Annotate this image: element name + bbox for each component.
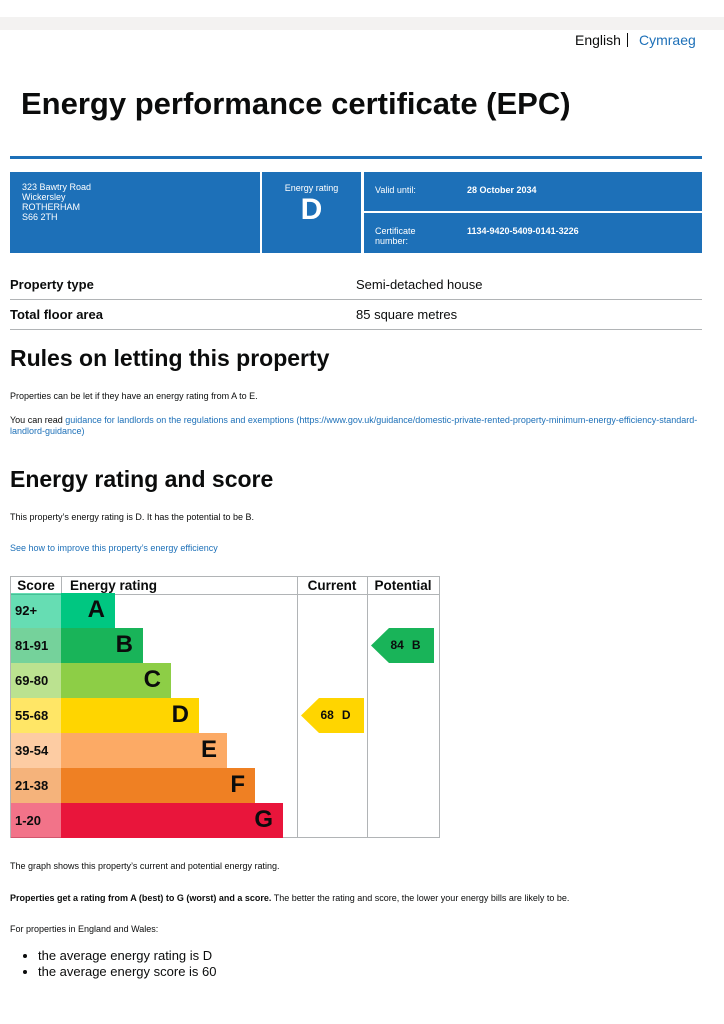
paragraph: You can read guidance for landlords on t… — [10, 415, 700, 437]
property-value: 85 square metres — [356, 307, 458, 322]
column-header: Potential — [374, 578, 432, 593]
bullet: the average energy score is 60 — [38, 964, 217, 980]
column-line — [367, 577, 368, 837]
valid-date: 28 October 2034 — [467, 185, 537, 195]
rating-bar: B — [61, 628, 143, 663]
separator — [627, 33, 628, 47]
lang-english[interactable]: English — [575, 32, 621, 48]
score-range: 55-68 — [15, 708, 49, 723]
rating-letter: F — [230, 771, 245, 798]
column-header: Score — [17, 578, 55, 593]
potential-arrow: 84 B — [371, 628, 434, 663]
paragraph: Properties get a rating from A (best) to… — [10, 893, 569, 903]
potential-score: 84 — [390, 638, 404, 652]
score-cell: 55-68 — [11, 698, 61, 733]
potential-letter: B — [411, 638, 421, 652]
current-letter: D — [341, 708, 351, 722]
address-line: Wickersley — [22, 192, 66, 202]
link-url[interactable]: (https://www.gov.uk/guidance/domestic-pr… — [10, 415, 698, 436]
score-bg — [11, 698, 61, 733]
page-title: Energy performance certificate (EPC) — [21, 86, 571, 121]
link[interactable]: See how to improve this property’s energ… — [10, 543, 218, 553]
score-cell: 1-20 — [11, 803, 61, 838]
rating-letter: A — [87, 596, 105, 623]
address-line: 323 Bawtry Road — [22, 182, 92, 192]
property-label: Property type — [10, 277, 94, 292]
heading: Energy rating and score — [10, 466, 274, 492]
bullet: the average energy rating is D — [38, 948, 217, 964]
paragraph: The graph shows this property’s current … — [10, 861, 280, 871]
score-bg — [11, 628, 61, 663]
score-bg — [11, 803, 61, 838]
rating-letter: E — [200, 736, 217, 763]
rating-letter: G — [254, 806, 273, 833]
score-range: 69-80 — [15, 673, 49, 688]
divider — [10, 156, 702, 159]
address: 323 Bawtry Road Wickersley ROTHERHAM S66 2T… — [22, 182, 91, 222]
header-line — [11, 594, 439, 595]
bold-text: Properties get a rating from A (best) to… — [10, 893, 272, 903]
rating-bar: E — [61, 733, 227, 768]
top-bar — [0, 17, 724, 30]
lang-welsh[interactable]: Cymraeg — [639, 32, 696, 48]
link[interactable]: guidance for landlords on the regulation… — [65, 415, 294, 425]
address-line: S66 2TH — [22, 212, 58, 222]
cert-cell: Certificate number: 1134-9420-5409-0141-… — [364, 213, 702, 253]
address-line: ROTHERHAM — [22, 202, 80, 212]
score-range: 39-54 — [15, 743, 49, 758]
score-bg — [11, 663, 61, 698]
score-cell: 69-80 — [11, 663, 61, 698]
paragraph: This property’s energy rating is D. It h… — [10, 512, 254, 522]
property-row: Total floor area 85 square metres — [10, 300, 702, 330]
rating-letter: C — [143, 666, 161, 693]
score-range: 21-38 — [15, 778, 49, 793]
score-bg — [11, 593, 61, 628]
rating-bar: C — [61, 663, 171, 698]
text: The better the rating and score, the low… — [271, 893, 570, 903]
current-score: 68 — [320, 708, 334, 722]
rating-bar: F — [61, 768, 255, 803]
cert-label: Certificate number: — [375, 226, 416, 246]
score-cell: 39-54 — [11, 733, 61, 768]
rating: D — [300, 193, 323, 226]
rating-letter: D — [171, 701, 189, 728]
property-label: Total floor area — [10, 307, 103, 322]
column-header: Current — [307, 578, 357, 593]
column-line — [297, 577, 298, 837]
score-cell: 81-91 — [11, 628, 61, 663]
text: You can read — [10, 415, 66, 425]
rating-bar: D — [61, 698, 199, 733]
bullet-list: the average energy rating is Dthe averag… — [0, 948, 217, 980]
rating-letter: B — [115, 631, 133, 658]
paragraph: For properties in England and Wales: — [10, 924, 159, 934]
score-cell: 21-38 — [11, 768, 61, 803]
paragraph: Properties can be let if they have an en… — [10, 391, 258, 401]
score-range: 1-20 — [15, 813, 42, 828]
valid-label: Valid until: — [375, 185, 416, 195]
score-range: 92+ — [15, 603, 38, 618]
rating-bar: A — [61, 593, 115, 628]
rating-graph: Score Energy rating Current Potential 92+ A 81… — [10, 576, 440, 838]
column-header: Energy rating — [70, 578, 158, 593]
rating-label: Energy rating — [284, 183, 339, 193]
rating-bar: G — [61, 803, 283, 838]
property-value: Semi-detached house — [356, 277, 483, 292]
valid-cell: Valid until: 28 October 2034 — [364, 172, 702, 211]
rating-cell: Energy rating D — [262, 172, 361, 253]
score-range: 81-91 — [15, 638, 49, 653]
score-bg — [11, 733, 61, 768]
cert-number: 1134-9420-5409-0141-3226 — [467, 226, 579, 236]
property-row: Property type Semi-detached house — [10, 270, 702, 300]
address-cell: 323 Bawtry Road Wickersley ROTHERHAM S66 2T… — [10, 172, 260, 253]
score-cell: 92+ — [11, 593, 61, 628]
heading: Rules on letting this property — [10, 345, 330, 371]
score-bg — [11, 768, 61, 803]
current-arrow: 68 D — [301, 698, 364, 733]
